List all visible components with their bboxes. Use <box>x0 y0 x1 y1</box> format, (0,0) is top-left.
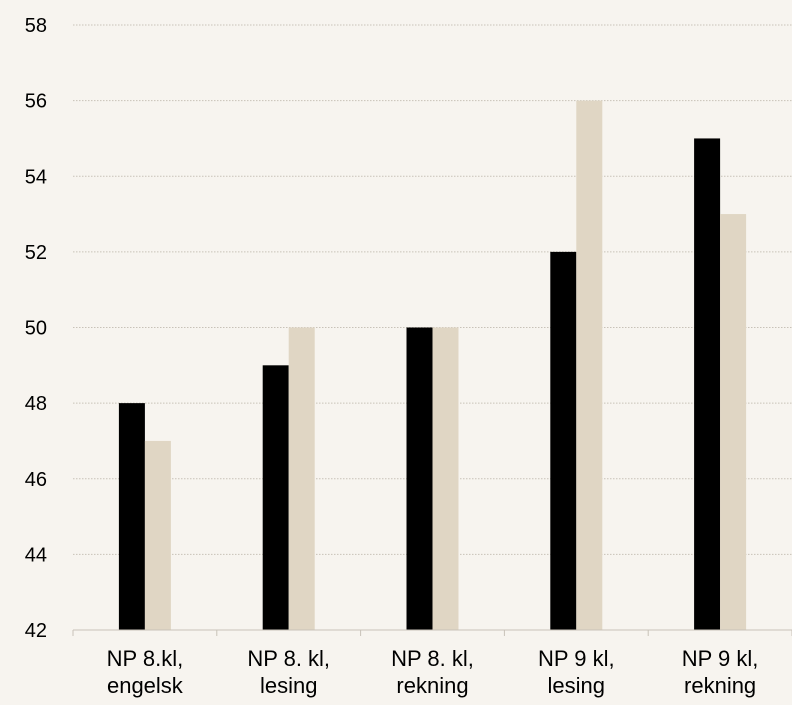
y-tick-label: 48 <box>25 393 47 415</box>
x-category-label: NP 8. kl, rekning <box>391 646 474 698</box>
y-axis-tick-labels: 42 44 46 48 50 52 54 56 58 <box>25 15 47 642</box>
bar-series-2-cat-4 <box>576 100 603 630</box>
bar-series-2-cat-5 <box>720 214 747 630</box>
x-category-label: NP 8. kl, lesing <box>247 646 330 698</box>
x-category-label: NP 9 kl, rekning <box>682 646 759 698</box>
bar-series-1-cat-3 <box>406 327 433 630</box>
x-category-label-line: NP 8.kl, <box>107 646 184 671</box>
bar-series-1-cat-4 <box>550 251 577 630</box>
bar-series-1-cat-2 <box>262 365 289 630</box>
x-category-label-line: rekning <box>396 673 468 698</box>
y-tick-label: 44 <box>25 544 47 566</box>
y-tick-label: 54 <box>25 166 47 188</box>
x-category-label-line: lesing <box>548 673 605 698</box>
x-axis <box>72 629 792 636</box>
x-category-label-line: lesing <box>260 673 317 698</box>
y-tick-label: 46 <box>25 469 47 491</box>
y-tick-label: 50 <box>25 318 47 340</box>
x-category-label: NP 8.kl, engelsk <box>107 646 184 698</box>
y-tick-label: 42 <box>25 620 47 642</box>
x-category-label-line: NP 9 kl, <box>538 646 615 671</box>
bar-series-1-cat-1 <box>118 403 145 630</box>
x-category-label-line: NP 8. kl, <box>391 646 474 671</box>
y-tick-label: 52 <box>25 242 47 264</box>
x-category-label-line: NP 8. kl, <box>247 646 330 671</box>
bars <box>118 100 747 630</box>
y-tick-label: 56 <box>25 91 47 113</box>
x-category-label-line: rekning <box>684 673 756 698</box>
bar-series-2-cat-3 <box>432 327 459 630</box>
bar-series-1-cat-5 <box>694 138 721 630</box>
bar-series-2-cat-1 <box>144 440 171 630</box>
bar-series-2-cat-2 <box>288 327 315 630</box>
y-tick-label: 58 <box>25 15 47 37</box>
x-category-label-line: engelsk <box>107 673 184 698</box>
x-category-label-line: NP 9 kl, <box>682 646 759 671</box>
x-category-label: NP 9 kl, lesing <box>538 646 615 698</box>
